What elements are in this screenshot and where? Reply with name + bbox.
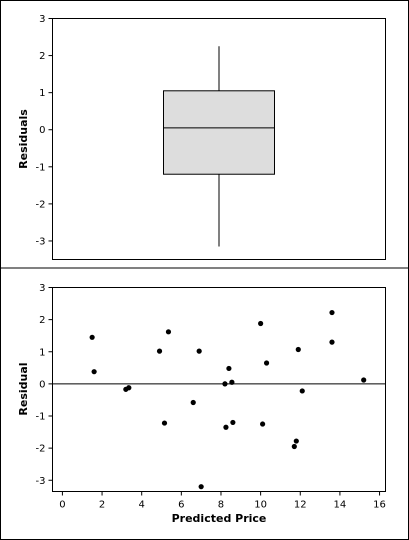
boxplot-y-ticks: -3 -2 -1 0 1 2 3 <box>36 14 53 247</box>
scatter-point-9 <box>198 484 204 490</box>
scatter-x-tick-label-8: 16 <box>373 500 386 511</box>
scatter-y-tick-label-2: -1 <box>36 412 46 423</box>
box-interquartile-range <box>163 90 275 175</box>
boxplot-y-tick-label-1: -2 <box>36 199 46 210</box>
scatter-point-13 <box>229 379 235 385</box>
boxplot-y-tick-label-4: 1 <box>39 88 45 99</box>
boxplot-y-axis-title: Residuals <box>17 109 30 169</box>
scatter-point-7 <box>190 399 196 406</box>
scatter-x-ticks: 0 2 4 6 8 10 12 14 16 <box>59 491 386 511</box>
boxplot-panel: -3 -2 -1 0 1 2 3 Residuals <box>17 14 386 260</box>
scatter-point-18 <box>291 443 297 450</box>
scatter-point-0 <box>89 334 95 340</box>
scatter-x-tick-label-6: 12 <box>294 500 307 511</box>
scatter-x-tick-label-0: 0 <box>59 500 65 511</box>
scatter-x-tick-label-7: 14 <box>334 500 347 511</box>
scatter-x-tick-label-4: 8 <box>218 500 224 511</box>
scatter-point-12 <box>226 365 232 372</box>
scatter-points <box>89 309 367 490</box>
scatter-y-tick-label-3: 0 <box>39 379 45 390</box>
boxplot-y-tick-label-0: -3 <box>36 236 46 247</box>
scatter-y-tick-label-1: -2 <box>36 444 46 455</box>
scatter-point-15 <box>258 320 264 327</box>
scatter-point-3 <box>126 385 132 391</box>
scatter-point-8 <box>196 348 202 354</box>
boxplot-plot-area <box>52 18 386 260</box>
scatter-point-1 <box>91 369 97 375</box>
scatter-y-tick-label-6: 3 <box>39 283 45 294</box>
scatter-point-19 <box>293 438 299 444</box>
boxplot-y-tick-label-2: -1 <box>36 162 46 173</box>
scatter-x-tick-label-5: 10 <box>254 500 267 511</box>
scatter-point-5 <box>161 420 168 426</box>
scatter-point-22 <box>329 309 335 316</box>
scatter-point-24 <box>361 377 367 383</box>
scatter-x-tick-label-2: 4 <box>139 500 145 511</box>
boxplot-y-tick-label-6: 3 <box>39 14 45 25</box>
scatter-y-tick-label-4: 1 <box>39 347 45 358</box>
scatter-point-20 <box>295 346 301 353</box>
scatter-y-tick-label-0: -3 <box>36 476 46 487</box>
scatter-point-6 <box>165 329 172 335</box>
scatter-point-16 <box>260 421 266 427</box>
scatter-point-10 <box>222 381 228 387</box>
scatter-x-axis-title: Predicted Price <box>172 512 267 525</box>
scatter-point-11 <box>223 424 229 430</box>
boxplot-y-tick-label-5: 2 <box>39 51 45 62</box>
box-shape <box>163 46 275 247</box>
scatter-point-14 <box>230 419 236 426</box>
scatter-x-tick-label-1: 2 <box>99 500 105 511</box>
scatter-point-21 <box>299 388 305 394</box>
scatter-point-4 <box>156 348 163 354</box>
scatter-y-tick-label-5: 2 <box>39 315 45 326</box>
scatter-point-23 <box>329 339 335 345</box>
scatter-plot-area <box>52 287 386 492</box>
scatter-point-17 <box>263 360 270 366</box>
scatter-y-axis-title: Residual <box>17 362 30 415</box>
boxplot-y-tick-label-3: 0 <box>39 125 45 136</box>
scatter-y-ticks: -3 -2 -1 0 1 2 3 <box>36 283 53 487</box>
scatter-x-tick-label-3: 6 <box>178 500 184 511</box>
